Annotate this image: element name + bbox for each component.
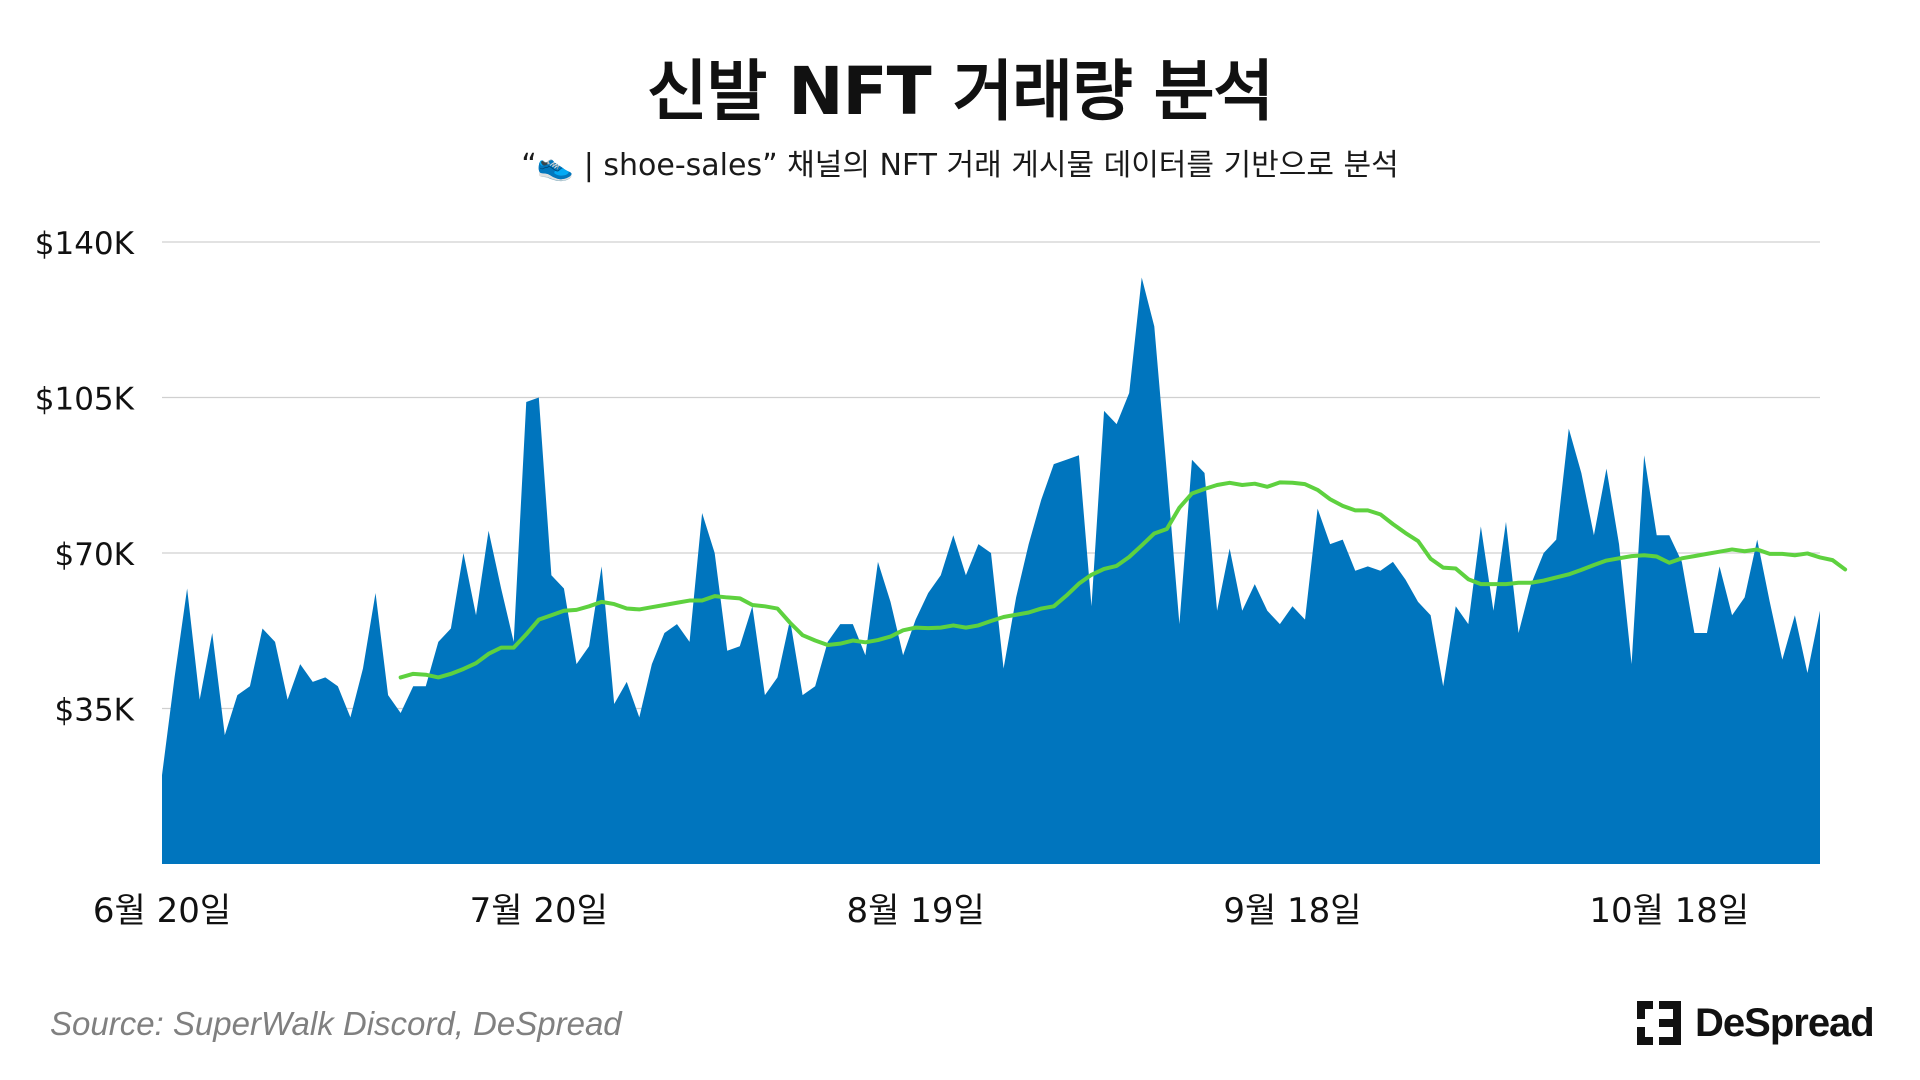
x-tick-label: 6월 20일 [93, 891, 231, 931]
y-tick-label: $35K [55, 693, 135, 729]
volume-area-series [162, 277, 1820, 864]
x-tick-label: 7월 20일 [470, 891, 608, 931]
x-tick-label: 8월 19일 [847, 891, 985, 931]
x-tick-label: 10월 18일 [1589, 891, 1749, 931]
despread-brand: DeSpread [1637, 997, 1875, 1049]
y-tick-label: $140K [35, 226, 135, 262]
chart-subtitle: “👟 | shoe-sales” 채널의 NFT 거래 게시물 데이터를 기반으… [521, 148, 1399, 183]
despread-logo-icon [1637, 1001, 1681, 1045]
x-axis-tick-labels: 6월 20일 7월 20일 8월 19일 9월 18일 10월 18일 [93, 891, 1749, 931]
brand-name: DeSpread [1695, 1000, 1875, 1045]
volume-area [162, 277, 1820, 864]
x-tick-label: 9월 18일 [1223, 891, 1361, 931]
y-tick-label: $70K [55, 537, 135, 573]
moving-average-line [398, 480, 1848, 680]
moving-average-series [398, 480, 1848, 680]
y-tick-label: $105K [35, 382, 135, 418]
source-note: Source: SuperWalk Discord, DeSpread [50, 1005, 622, 1042]
chart-title: 신발 NFT 거래량 분석 [646, 53, 1274, 130]
y-axis-tick-labels: $35K $70K $105K $140K [35, 226, 135, 729]
